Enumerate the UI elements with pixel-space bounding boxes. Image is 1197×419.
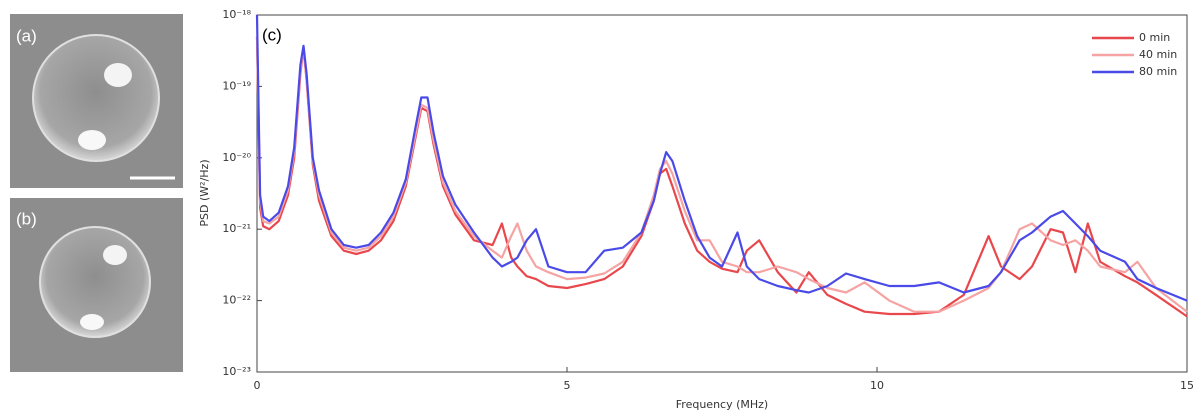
panel-label: (b) xyxy=(16,209,37,228)
y-tick-label: 10⁻²³ xyxy=(222,365,251,378)
legend-label: 0 min xyxy=(1139,31,1170,44)
panel-label: (c) xyxy=(262,25,282,44)
y-tick-label: 10⁻²¹ xyxy=(222,222,251,235)
y-tick-label: 10⁻²² xyxy=(222,294,251,307)
data-line xyxy=(255,14,1188,302)
x-axis-label: Frequency (MHz) xyxy=(676,398,768,411)
y-tick-label: 10⁻¹⁸ xyxy=(222,8,251,21)
y-tick-label: 10⁻¹⁹ xyxy=(222,79,251,92)
image-b: (b) xyxy=(10,198,183,372)
data-line xyxy=(255,36,1188,313)
data-line xyxy=(255,36,1188,318)
image-a: (a) xyxy=(10,14,183,188)
x-tick-label: 10 xyxy=(870,379,884,392)
y-tick-label: 10⁻²⁰ xyxy=(222,151,251,164)
x-tick-label: 15 xyxy=(1180,379,1194,392)
legend-label: 80 min xyxy=(1139,65,1177,78)
legend-label: 40 min xyxy=(1139,48,1177,61)
x-tick-label: 0 xyxy=(254,379,261,392)
panel-label: (a) xyxy=(16,26,37,45)
x-tick-label: 5 xyxy=(564,379,571,392)
y-axis-label: PSD (W²/Hz) xyxy=(198,159,211,226)
plot-frame xyxy=(256,14,1188,373)
